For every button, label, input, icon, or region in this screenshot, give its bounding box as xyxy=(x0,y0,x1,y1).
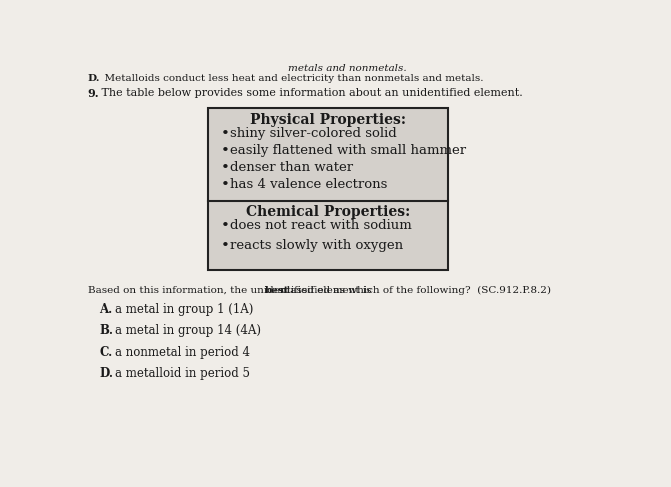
Text: C.: C. xyxy=(99,346,113,358)
Bar xyxy=(208,109,448,201)
Text: D.: D. xyxy=(99,367,113,380)
Text: best: best xyxy=(264,285,289,295)
Text: D.: D. xyxy=(88,74,100,83)
Text: Physical Properties:: Physical Properties: xyxy=(250,113,406,127)
Text: Metalloids conduct less heat and electricity than nonmetals and metals.: Metalloids conduct less heat and electri… xyxy=(98,74,483,83)
Text: •: • xyxy=(220,161,229,175)
Text: B.: B. xyxy=(99,324,113,337)
Text: a metal in group 1 (1A): a metal in group 1 (1A) xyxy=(115,302,253,316)
Text: •: • xyxy=(220,178,229,192)
Text: a nonmetal in period 4: a nonmetal in period 4 xyxy=(115,346,250,358)
Text: The table below provides some information about an unidentified element.: The table below provides some informatio… xyxy=(98,88,523,98)
Text: metals and nonmetals.: metals and nonmetals. xyxy=(288,64,407,73)
Text: reacts slowly with oxygen: reacts slowly with oxygen xyxy=(229,239,403,252)
Text: A.: A. xyxy=(99,302,113,316)
Text: Based on this information, the unidentified element is: Based on this information, the unidentif… xyxy=(88,285,374,295)
Bar xyxy=(208,201,448,270)
Text: a metalloid in period 5: a metalloid in period 5 xyxy=(115,367,250,380)
Text: •: • xyxy=(220,219,229,233)
Text: a metal in group 14 (4A): a metal in group 14 (4A) xyxy=(115,324,261,337)
Text: denser than water: denser than water xyxy=(229,161,353,174)
Bar xyxy=(208,109,448,270)
Text: does not react with sodium: does not react with sodium xyxy=(229,219,411,232)
Text: •: • xyxy=(220,144,229,158)
Text: 9.: 9. xyxy=(88,88,99,99)
Text: shiny silver-colored solid: shiny silver-colored solid xyxy=(229,127,397,140)
Text: classified as which of the following?  (SC.912.P.8.2): classified as which of the following? (S… xyxy=(278,285,551,295)
Text: has 4 valence electrons: has 4 valence electrons xyxy=(229,178,387,191)
Text: Chemical Properties:: Chemical Properties: xyxy=(246,205,410,219)
Text: easily flattened with small hammer: easily flattened with small hammer xyxy=(229,144,466,157)
Text: •: • xyxy=(220,239,229,253)
Text: •: • xyxy=(220,127,229,141)
